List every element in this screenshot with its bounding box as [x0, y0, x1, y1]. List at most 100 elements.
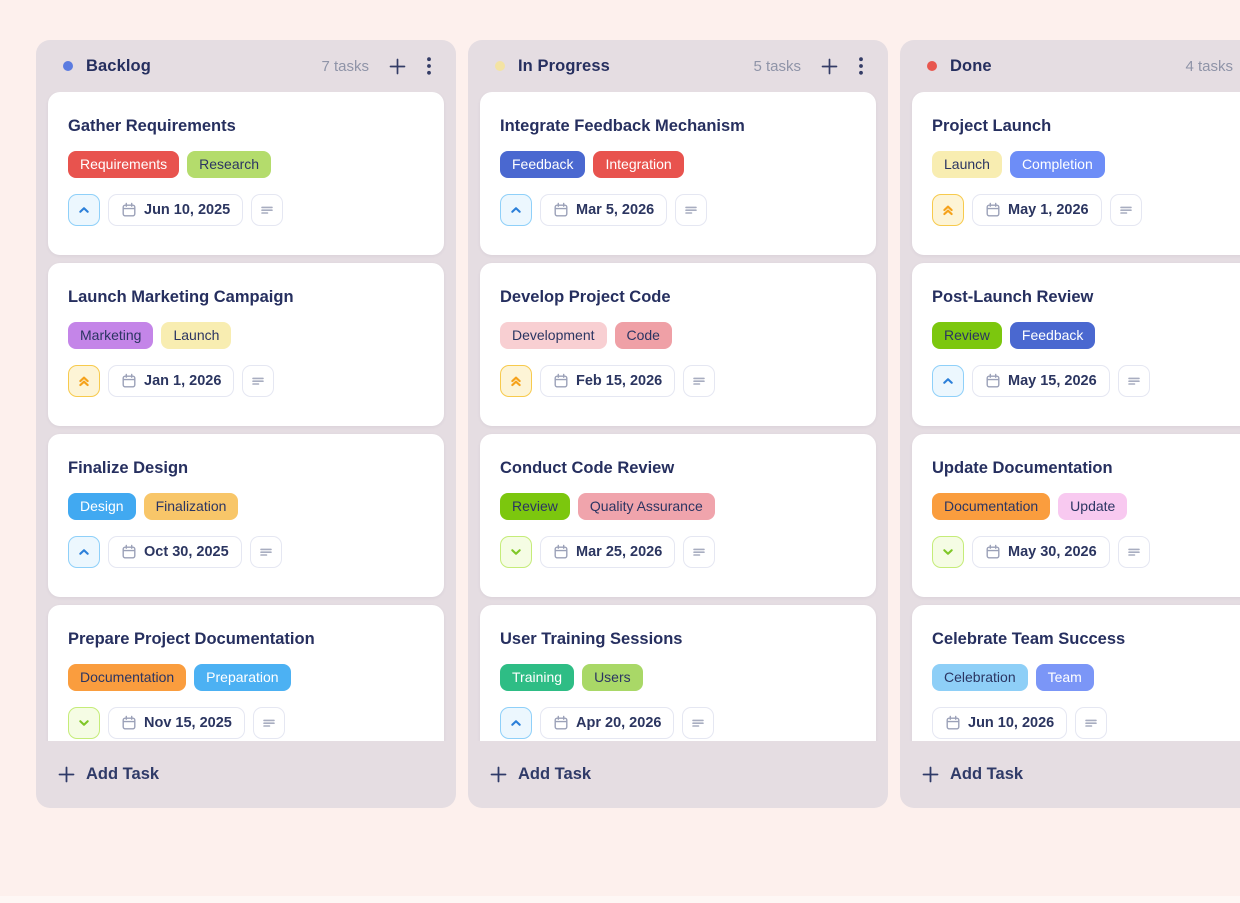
- task-card[interactable]: Gather Requirements Requirements Research…: [48, 92, 444, 255]
- description-button[interactable]: [251, 194, 284, 226]
- due-date-text: Jan 1, 2026: [144, 373, 222, 389]
- tag-list: Marketing Launch: [68, 322, 424, 349]
- description-button[interactable]: [249, 536, 282, 568]
- column-backlog: Backlog 7 tasks Gather Requirements Requ…: [36, 40, 456, 808]
- priority-medium-button[interactable]: [68, 194, 100, 226]
- due-date-text: Apr 20, 2026: [576, 715, 662, 731]
- tag: Development: [500, 322, 607, 349]
- due-date-text: Jun 10, 2025: [144, 202, 231, 218]
- description-button[interactable]: [242, 365, 275, 397]
- description-button[interactable]: [683, 365, 716, 397]
- task-title: Update Documentation: [932, 459, 1113, 477]
- task-card[interactable]: Celebrate Team Success Celebration Team J…: [912, 605, 1240, 741]
- task-card[interactable]: Finalize Design Design Finalization Oct 3…: [48, 434, 444, 597]
- due-date-chip: Jun 10, 2025: [108, 194, 244, 226]
- due-date-text: May 30, 2026: [1008, 544, 1097, 560]
- column-header: In Progress 5 tasks: [468, 40, 888, 92]
- due-date-text: Mar 25, 2026: [576, 544, 663, 560]
- description-button[interactable]: [1117, 536, 1150, 568]
- description-lines-icon: [261, 206, 274, 214]
- card-footer: Jun 10, 2025: [68, 194, 424, 226]
- task-card[interactable]: Launch Marketing Campaign Marketing Launc…: [48, 263, 444, 426]
- task-card[interactable]: User Training Sessions Training Users Apr…: [480, 605, 876, 741]
- description-lines-icon: [693, 377, 706, 385]
- card-footer: Feb 15, 2026: [500, 365, 856, 397]
- tag: Launch: [161, 322, 232, 349]
- column-title: Backlog: [86, 56, 151, 75]
- kebab-menu-icon: [427, 57, 431, 75]
- description-button[interactable]: [252, 707, 285, 739]
- tag: Code: [614, 322, 672, 349]
- tag-list: Launch Completion: [932, 151, 1240, 178]
- horizontal-scrollbar-track[interactable]: [0, 896, 1240, 903]
- priority-medium-button[interactable]: [932, 365, 964, 397]
- description-lines-icon: [1085, 719, 1098, 727]
- description-button[interactable]: [683, 536, 716, 568]
- due-date-text: Oct 30, 2025: [144, 544, 229, 560]
- task-card[interactable]: Project Launch Launch Completion May 1, 2…: [912, 92, 1240, 255]
- due-date-chip: May 15, 2026: [972, 365, 1110, 397]
- task-card[interactable]: Prepare Project Documentation Documentat…: [48, 605, 444, 741]
- description-button[interactable]: [682, 707, 715, 739]
- chevron-down-icon: [943, 549, 953, 555]
- column-menu-button[interactable]: [858, 56, 864, 76]
- priority-low-button[interactable]: [500, 536, 532, 568]
- tag: Review: [500, 493, 570, 520]
- priority-high-button[interactable]: [500, 365, 532, 397]
- tag: Review: [932, 322, 1002, 349]
- card-footer: May 1, 2026: [932, 194, 1240, 226]
- due-date-chip: Jan 1, 2026: [108, 365, 235, 397]
- due-date-text: May 1, 2026: [1008, 202, 1089, 218]
- tag: Marketing: [68, 322, 154, 349]
- task-card[interactable]: Integrate Feedback Mechanism Feedback Int…: [480, 92, 876, 255]
- due-date-chip: Mar 25, 2026: [540, 536, 676, 568]
- column-add-task-button[interactable]: [820, 57, 839, 76]
- description-button[interactable]: [1109, 194, 1142, 226]
- due-date-chip: Oct 30, 2025: [108, 536, 242, 568]
- priority-low-button[interactable]: [932, 536, 964, 568]
- column-status-dot: [495, 61, 505, 71]
- description-button[interactable]: [675, 194, 708, 226]
- add-task-label: Add Task: [86, 765, 160, 783]
- column-done: Done 4 tasks Project Launch Launch Comple…: [900, 40, 1240, 808]
- task-title: Integrate Feedback Mechanism: [500, 117, 745, 135]
- tag: Feedback: [500, 151, 586, 178]
- tag-list: Feedback Integration: [500, 151, 856, 178]
- add-task-button[interactable]: Add Task: [468, 741, 888, 808]
- description-lines-icon: [1127, 377, 1140, 385]
- priority-high-button[interactable]: [932, 194, 964, 226]
- due-date-text: May 15, 2026: [1008, 373, 1097, 389]
- cards-list: Gather Requirements Requirements Research…: [36, 92, 456, 741]
- add-task-button[interactable]: Add Task: [36, 741, 456, 808]
- column-title: Done: [950, 56, 992, 75]
- priority-medium-button[interactable]: [68, 536, 100, 568]
- description-lines-icon: [692, 719, 705, 727]
- priority-high-button[interactable]: [68, 365, 100, 397]
- card-footer: Jan 1, 2026: [68, 365, 424, 397]
- cards-list: Integrate Feedback Mechanism Feedback Int…: [468, 92, 888, 741]
- add-task-button[interactable]: Add Task: [900, 741, 1240, 808]
- calendar-icon: [554, 373, 568, 388]
- description-button[interactable]: [1075, 707, 1108, 739]
- column-status-dot: [63, 61, 73, 71]
- chevron-up-icon: [511, 720, 521, 726]
- task-card[interactable]: Update Documentation Documentation Update…: [912, 434, 1240, 597]
- description-lines-icon: [259, 548, 272, 556]
- double-chevron-up-icon: [511, 376, 521, 387]
- task-card[interactable]: Post-Launch Review Review Feedback May 15…: [912, 263, 1240, 426]
- column-status-dot: [927, 61, 937, 71]
- priority-medium-button[interactable]: [500, 194, 532, 226]
- task-card[interactable]: Conduct Code Review Review Quality Assura…: [480, 434, 876, 597]
- column-menu-button[interactable]: [426, 56, 432, 76]
- priority-low-button[interactable]: [68, 707, 100, 739]
- column-add-task-button[interactable]: [388, 57, 407, 76]
- description-lines-icon: [263, 719, 275, 727]
- tag: Requirements: [68, 151, 180, 178]
- tag: Quality Assurance: [577, 493, 715, 520]
- description-button[interactable]: [1117, 365, 1150, 397]
- tag-list: Requirements Research: [68, 151, 424, 178]
- task-card[interactable]: Develop Project Code Development Code Feb…: [480, 263, 876, 426]
- card-footer: Nov 15, 2025: [68, 707, 424, 739]
- priority-medium-button[interactable]: [500, 707, 532, 739]
- due-date-text: Feb 15, 2026: [576, 373, 663, 389]
